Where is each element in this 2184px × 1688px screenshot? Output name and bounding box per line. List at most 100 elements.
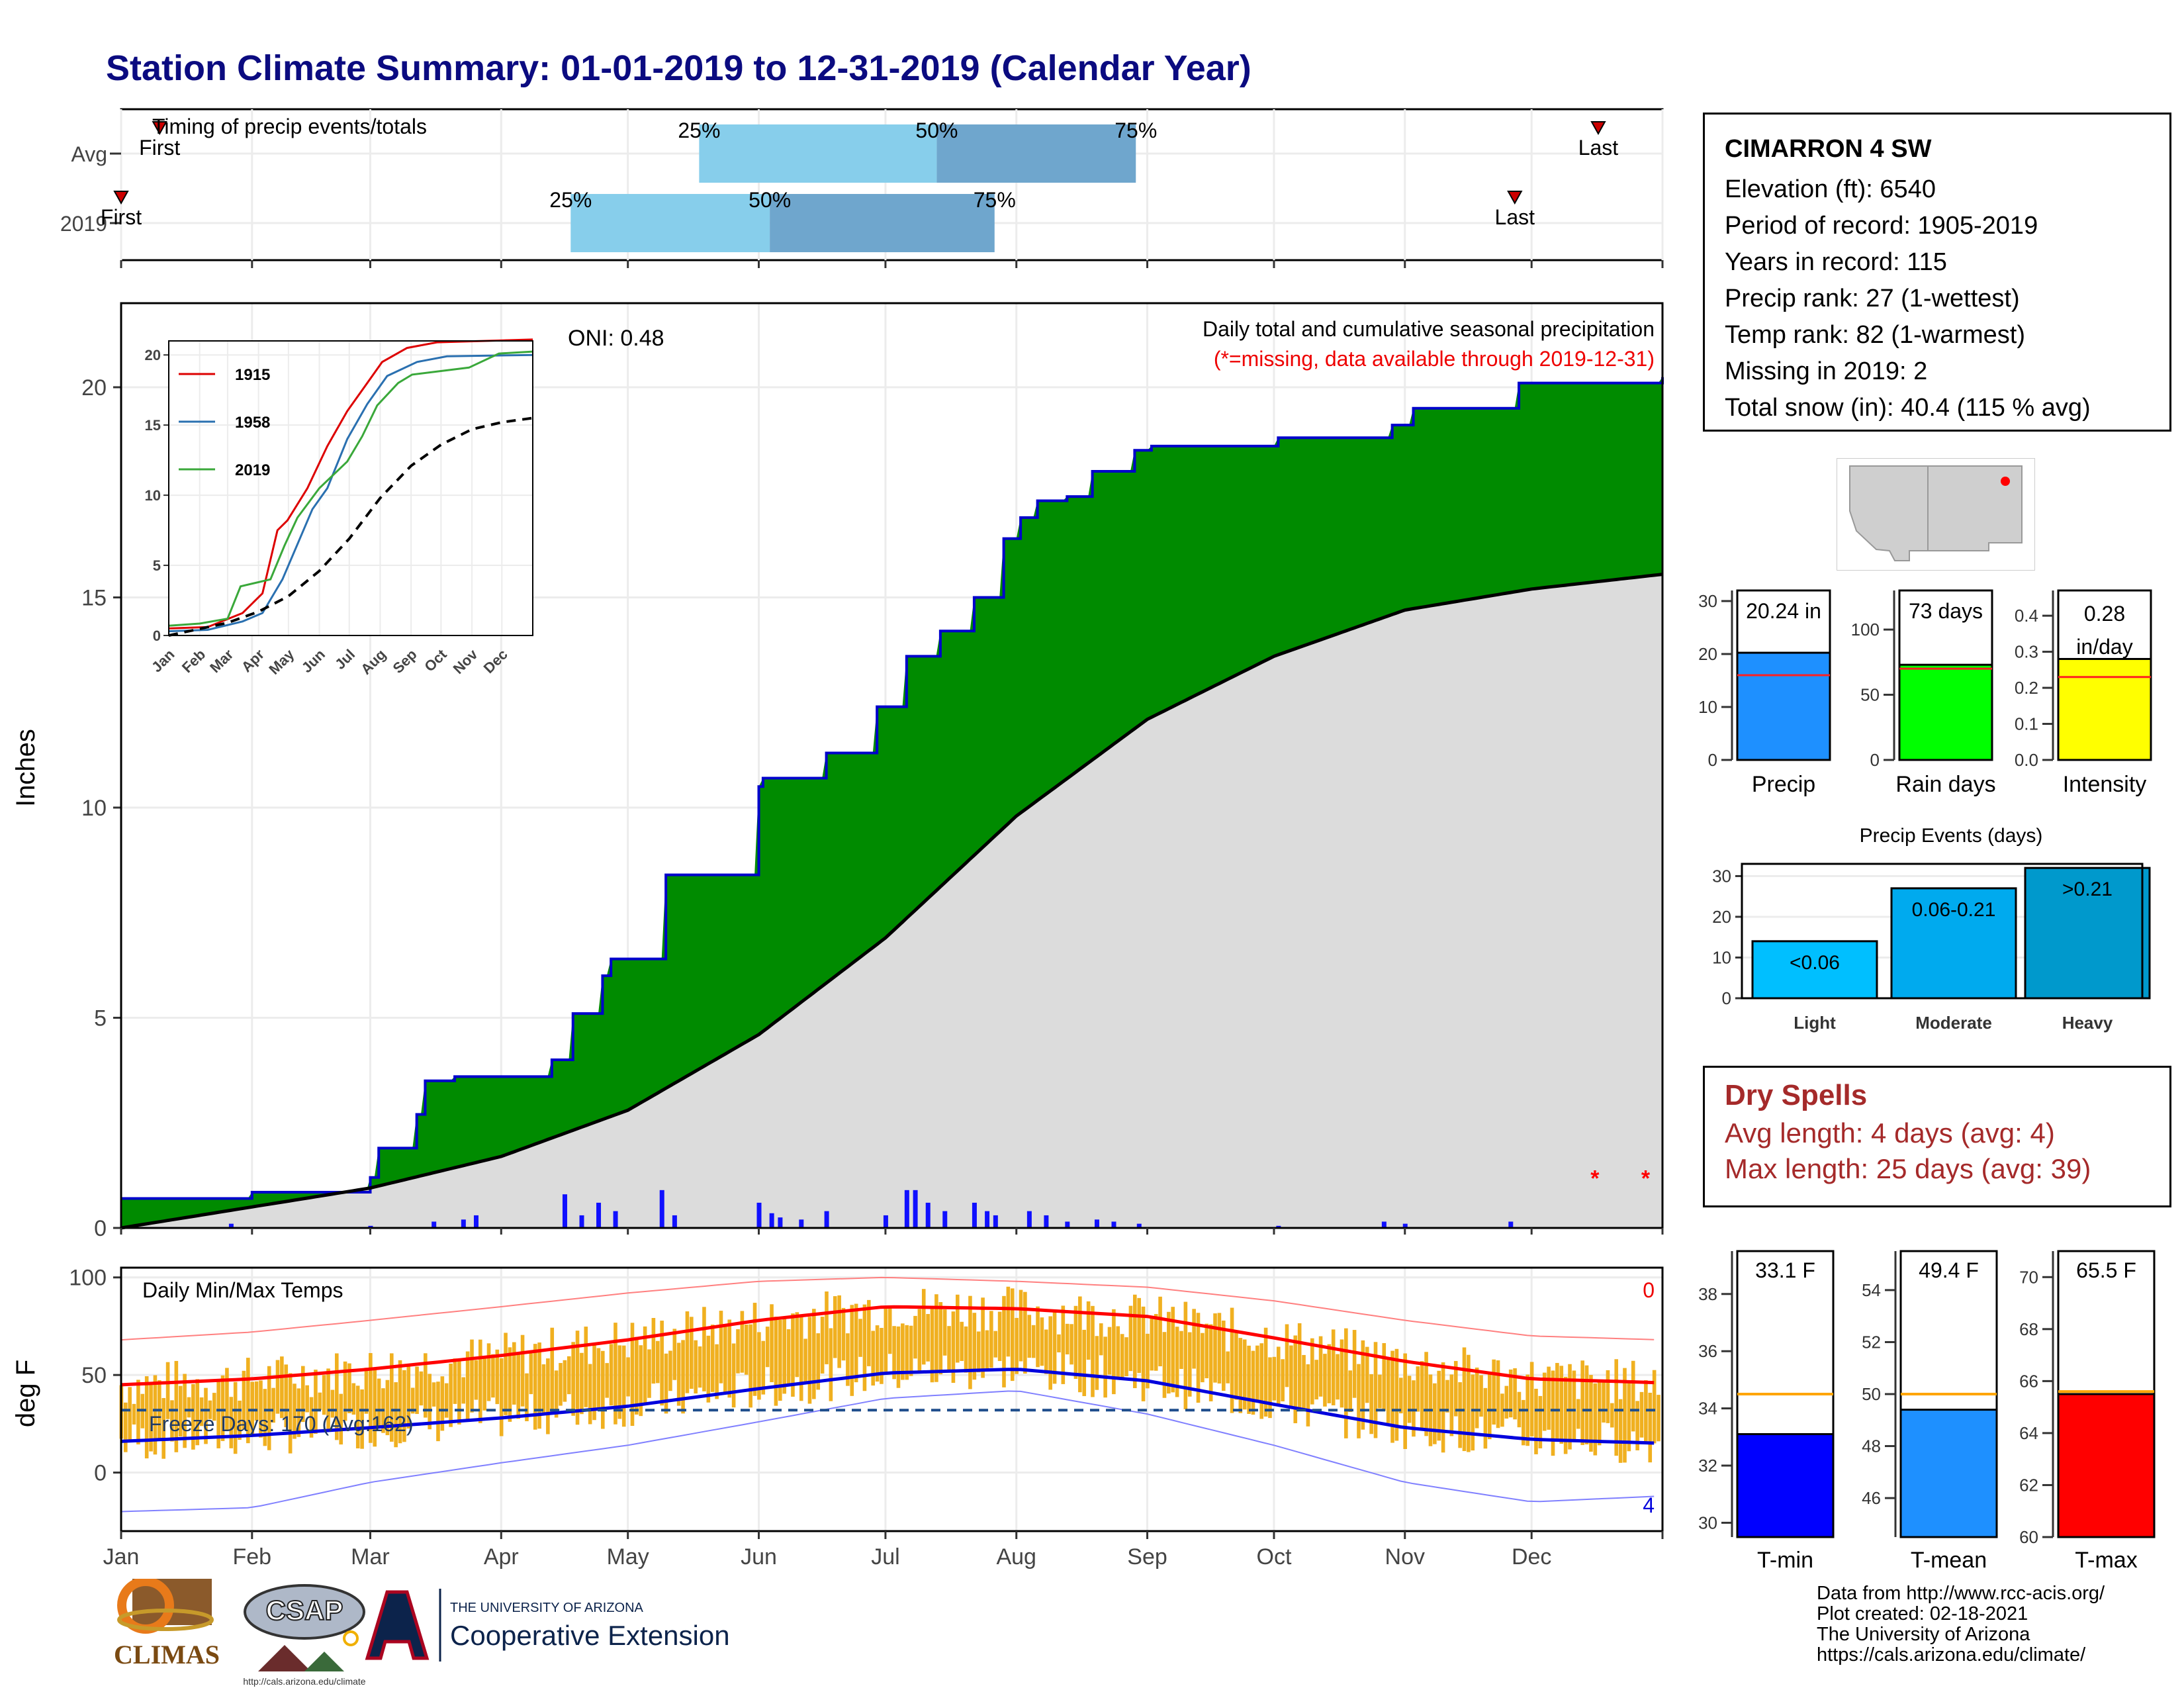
daily-temp-bar [1044,1329,1048,1374]
daily-precip-bar [1111,1221,1116,1228]
footer-credits: Data from http://www.rcc-acis.org/ Plot … [1817,1583,2105,1665]
daily-temp-bar [799,1316,803,1401]
daily-temp-bar [482,1357,486,1411]
daily-temp-bar [1132,1294,1137,1389]
daily-temp-bar [1027,1315,1032,1358]
daily-temp-bar [1327,1344,1332,1403]
events-y-tick-label: 0 [1722,988,1731,1008]
daily-temp-bar [351,1383,356,1415]
daily-temp-bar [1538,1395,1543,1448]
daily-temp-bar [1394,1348,1399,1441]
timing-last-label: Last [1578,136,1619,160]
station-snow: Total snow (in): 40.4 (115 % avg) [1725,394,2091,422]
summary-y-tick-label: 10 [1698,697,1717,717]
daily-temp-bar [212,1393,216,1421]
daily-precip-bar [461,1219,466,1228]
daily-temp-bar [410,1387,415,1414]
daily-temp-bar [533,1344,537,1430]
daily-temp-bar [871,1331,875,1386]
daily-temp-bar [1162,1332,1167,1398]
daily-temp-bar [1534,1388,1538,1454]
temp-summary-category-label: T-max [2075,1548,2137,1573]
daily-temp-bar [938,1302,943,1375]
events-y-tick-label: 30 [1712,866,1731,886]
daily-temp-bar [960,1321,964,1361]
month-tick-label: Jun [741,1544,777,1570]
daily-temp-bar [178,1385,183,1437]
daily-temp-bar [499,1358,504,1436]
daily-temp-bar [685,1311,690,1393]
daily-temp-bar [220,1375,225,1441]
daily-temp-bar [238,1400,242,1440]
station-precip-rank: Precip rank: 27 (1-wettest) [1725,285,2020,312]
daily-temp-bar [478,1339,482,1423]
month-tick-label: Oct [1257,1544,1292,1570]
daily-temp-bar [1412,1380,1416,1437]
daily-temp-bar [136,1380,140,1445]
daily-temp-bar [1230,1307,1234,1413]
daily-temp-bar [293,1383,296,1439]
daily-temp-bar [719,1311,723,1383]
timing-last-marker [1590,121,1606,136]
daily-temp-bar [1103,1336,1107,1398]
daily-temp-bar [833,1296,837,1358]
temp-summary-category-label: T-min [1757,1548,1813,1573]
daily-temp-bar [1471,1374,1475,1451]
daily-temp-bar [1099,1323,1103,1356]
summary-category-label: Rain days [1895,772,1995,797]
daily-precip-bar [672,1215,677,1228]
daily-temp-bar [651,1318,656,1384]
daily-temp-bar [1128,1305,1133,1372]
daily-temp-bar [1285,1324,1289,1387]
month-tick-label: Mar [351,1544,390,1570]
daily-temp-bar [913,1315,917,1359]
summary-y-tick-label: 100 [1851,620,1880,639]
daily-temp-bar [752,1303,757,1396]
daily-precip-bar [579,1215,584,1228]
daily-temp-bar [803,1338,807,1383]
precip-chart-title: Daily total and cumulative seasonal prec… [1203,317,1655,341]
precip-frame [120,302,1664,1229]
daily-temp-bar [791,1313,795,1397]
daily-temp-bar [643,1326,647,1405]
daily-temp-bar [1192,1309,1196,1369]
month-tick-label: Jan [103,1544,140,1570]
events-y-tick-label: 20 [1712,907,1731,927]
daily-temp-bar [1398,1378,1403,1414]
temp-summary-y-tick-label: 46 [1862,1488,1881,1508]
daily-temp-bar [1187,1332,1192,1397]
daily-temp-bar [229,1397,234,1448]
daily-temp-bar [1606,1370,1610,1423]
record-min-line [120,1390,1655,1513]
daily-temp-bar [621,1345,626,1427]
daily-temp-bar [942,1309,947,1356]
daily-temp-bar [854,1303,858,1383]
daily-precip-bar [756,1202,762,1228]
csap-logo: CSAP http://cals.arizona.edu/climate [243,1584,366,1687]
daily-temp-bar [1251,1350,1255,1415]
daily-temp-bar [457,1358,461,1425]
events-frame [1741,863,2144,1000]
daily-temp-bar [1078,1296,1082,1393]
daily-temp-bar [617,1345,622,1419]
daily-temp-bar [820,1317,825,1374]
daily-precip-bar [1044,1215,1049,1228]
daily-temp-bar [1289,1345,1293,1407]
daily-temp-bar [1120,1334,1124,1379]
daily-temp-bar [731,1343,736,1408]
footer-data-source: Data from http://www.rcc-acis.org/ [1817,1583,2105,1604]
daily-temp-bar [1449,1374,1454,1436]
daily-temp-bar [867,1299,871,1366]
daily-temp-bar [985,1330,989,1370]
daily-temp-bar [322,1375,326,1415]
daily-temp-bar [563,1360,567,1402]
daily-temp-bar [1420,1361,1424,1429]
daily-temp-bar [495,1349,500,1405]
daily-temp-bar [837,1295,841,1368]
daily-temp-bar [199,1397,204,1427]
daily-temp-bar [161,1397,166,1459]
daily-temp-bar [559,1363,563,1406]
summary-y-tick-label: 0.1 [2015,714,2038,734]
daily-temp-bar [1073,1305,1078,1380]
daily-temp-bar [1221,1320,1226,1391]
